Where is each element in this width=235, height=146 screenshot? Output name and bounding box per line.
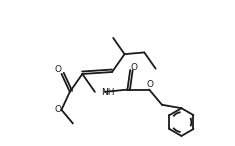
Text: O: O [147,80,154,89]
Text: O: O [54,105,61,114]
Text: O: O [55,65,62,74]
Text: O: O [131,62,138,72]
Text: NH: NH [101,88,114,97]
